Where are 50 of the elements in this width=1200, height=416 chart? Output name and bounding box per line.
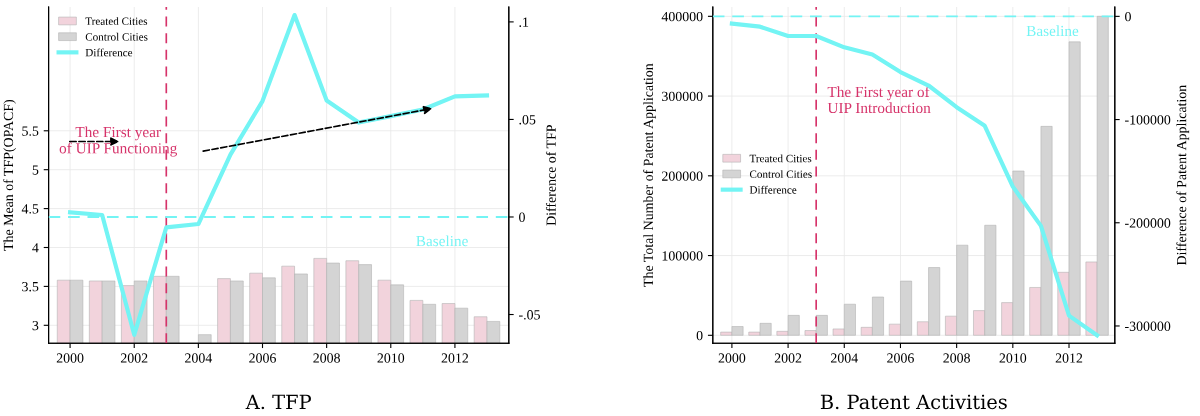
line-series (729, 21, 1100, 338)
x-tick-label: 2012 (441, 353, 469, 363)
y-tick-label: 4 (32, 243, 39, 253)
x-tick-label: 2010 (377, 353, 405, 363)
x-tick-label: 2010 (999, 353, 1027, 363)
y2-axis-title: Difference of TFP (545, 125, 556, 226)
y2-tick-label: -.05 (519, 310, 540, 320)
x-tick-label: 2006 (887, 353, 914, 363)
y2-tick-label: .05 (519, 115, 536, 125)
ref-line-label: Baseline (416, 235, 468, 247)
y-tick-label: 200000 (662, 171, 703, 181)
x-tick-label: 2004 (185, 353, 213, 363)
legend-label: Control Cities (749, 170, 812, 178)
y-tick-label: 0 (696, 330, 703, 341)
x-tick-label: 2004 (830, 353, 858, 363)
y-tick-label: 300000 (662, 91, 703, 102)
ref-line-label: The First year of UIP Functioning (59, 126, 178, 157)
x-tick-label: 2000 (56, 353, 84, 363)
ref-line-label: Baseline (1026, 25, 1079, 37)
x-tick-label: 2006 (249, 353, 276, 363)
y2-tick-label: -100000 (1125, 115, 1171, 125)
y2-tick-label: 0 (1125, 11, 1131, 22)
y2-tick-label: 0 (519, 212, 525, 222)
legend-label: Control Cities (85, 32, 148, 41)
y-tick-label: 100000 (662, 251, 703, 261)
text: A. TFP (245, 394, 311, 410)
y-axis-title: The Total Number of Patent Application (643, 63, 656, 287)
x-tick-label: 2012 (1055, 353, 1083, 363)
x-tick-label: 2002 (774, 353, 802, 363)
y-tick-label: 3.5 (22, 282, 39, 292)
ref-line-label: The First year of UIP Introduction (827, 86, 931, 114)
y2-tick-label: .1 (519, 17, 529, 27)
y2-axis-title: Difference of Patent Application (1176, 85, 1190, 266)
y2-tick-label: -300000 (1125, 321, 1171, 331)
legend-label: Difference (749, 185, 797, 194)
y-tick-label: 3 (32, 320, 39, 331)
legend-label: Treated Cities (85, 17, 148, 25)
y-axis-title: The Mean of TFP(OPACF) (3, 99, 16, 251)
y-tick-label: 5 (32, 165, 39, 175)
x-tick-label: 2008 (313, 353, 340, 363)
x-tick-label: 2008 (943, 353, 970, 363)
legend-label: Difference (85, 48, 133, 57)
y-tick-label: 400000 (661, 11, 703, 22)
y-tick-label: 5.5 (22, 126, 39, 136)
x-tick-label: 2002 (120, 353, 148, 363)
legend-label: Treated Cities (749, 154, 812, 163)
y-tick-label: 4.5 (21, 204, 39, 214)
text: B. Patent Activities (820, 394, 1007, 410)
x-tick-label: 2000 (718, 353, 746, 363)
y2-tick-label: -200000 (1125, 218, 1171, 228)
